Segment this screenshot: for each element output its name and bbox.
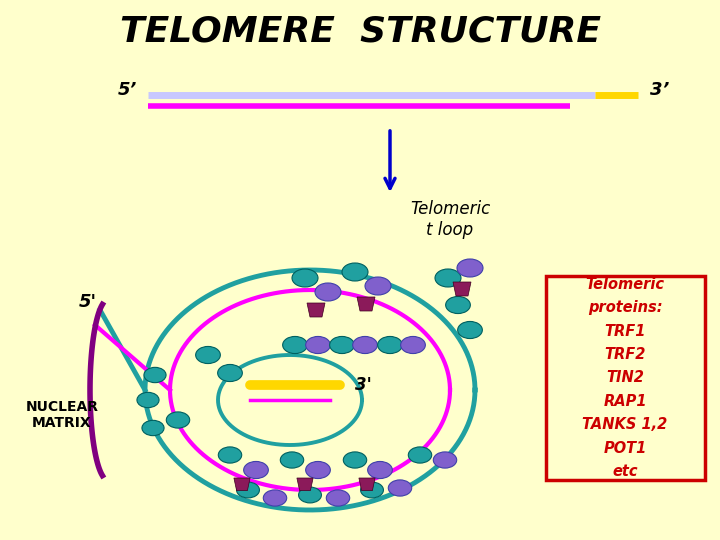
Ellipse shape: [315, 283, 341, 301]
Ellipse shape: [365, 277, 391, 295]
Ellipse shape: [326, 490, 350, 506]
Text: 3': 3': [355, 376, 372, 394]
Ellipse shape: [166, 412, 189, 428]
Ellipse shape: [218, 447, 242, 463]
Text: Telomeric
t loop: Telomeric t loop: [410, 200, 490, 239]
Ellipse shape: [446, 296, 470, 314]
Polygon shape: [234, 478, 250, 491]
Ellipse shape: [435, 269, 461, 287]
Ellipse shape: [196, 347, 220, 363]
Ellipse shape: [400, 336, 426, 354]
Ellipse shape: [361, 482, 384, 498]
Ellipse shape: [378, 336, 402, 354]
Ellipse shape: [306, 462, 330, 478]
Ellipse shape: [264, 490, 287, 506]
Ellipse shape: [217, 364, 243, 382]
Polygon shape: [307, 303, 325, 317]
Text: 5’: 5’: [117, 81, 137, 99]
Ellipse shape: [458, 321, 482, 339]
Text: 3’: 3’: [650, 81, 670, 99]
Ellipse shape: [306, 336, 330, 354]
Polygon shape: [357, 297, 375, 311]
Ellipse shape: [330, 336, 354, 354]
Ellipse shape: [137, 393, 159, 408]
Polygon shape: [359, 478, 375, 491]
Ellipse shape: [237, 482, 259, 498]
FancyBboxPatch shape: [546, 276, 705, 480]
Ellipse shape: [243, 462, 269, 478]
Text: NUCLEAR
MATRIX: NUCLEAR MATRIX: [25, 400, 99, 430]
Ellipse shape: [144, 367, 166, 383]
Ellipse shape: [280, 452, 304, 468]
Text: TELOMERE  STRUCTURE: TELOMERE STRUCTURE: [120, 15, 600, 49]
Ellipse shape: [142, 420, 164, 436]
Ellipse shape: [343, 452, 366, 468]
Ellipse shape: [283, 336, 307, 354]
Text: 5': 5': [79, 293, 97, 311]
Ellipse shape: [368, 462, 392, 478]
Ellipse shape: [342, 263, 368, 281]
Ellipse shape: [457, 259, 483, 277]
Ellipse shape: [299, 487, 321, 503]
Polygon shape: [453, 282, 471, 296]
Ellipse shape: [408, 447, 432, 463]
Polygon shape: [297, 478, 313, 491]
Ellipse shape: [433, 452, 456, 468]
Ellipse shape: [292, 269, 318, 287]
Ellipse shape: [353, 336, 377, 354]
Ellipse shape: [388, 480, 412, 496]
Text: Telomeric
proteins:
TRF1
TRF2
TIN2
RAP1
TANKS 1,2
POT1
etc: Telomeric proteins: TRF1 TRF2 TIN2 RAP1 …: [582, 277, 667, 479]
